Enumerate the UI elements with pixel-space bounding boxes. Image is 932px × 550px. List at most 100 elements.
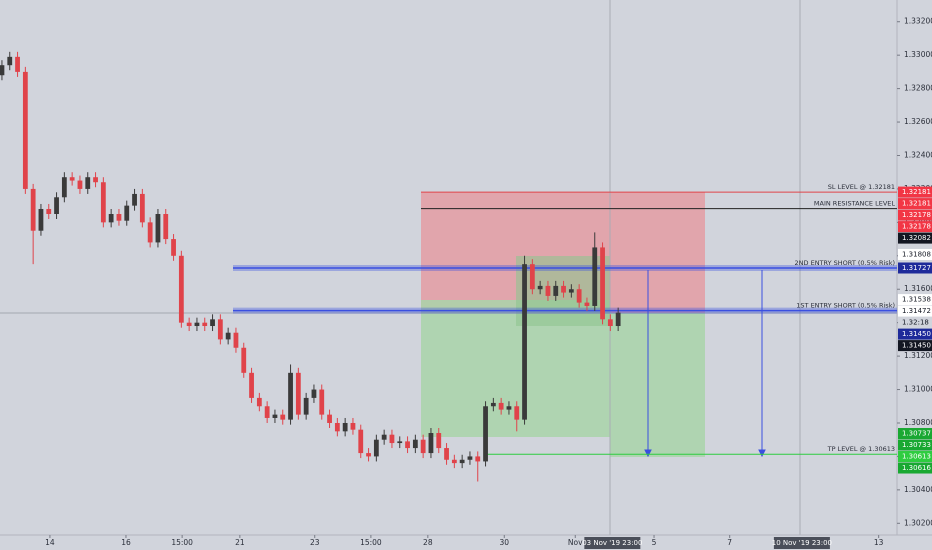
candle-body <box>241 347 247 373</box>
candle-body <box>85 177 91 189</box>
candle-body <box>93 177 98 183</box>
arrows <box>644 270 766 458</box>
reward-zone <box>610 313 705 457</box>
candle-body <box>537 285 543 290</box>
price-tag <box>898 340 932 352</box>
candle-body <box>15 56 20 72</box>
candle-body <box>217 319 223 340</box>
level-label: TP LEVEL @ 1.30613 <box>827 445 895 453</box>
price-tag <box>898 451 932 463</box>
candle-body <box>436 433 442 449</box>
candle-body <box>46 208 52 214</box>
crosshair-time-label: 10 Nov '19 23:00 <box>772 539 832 547</box>
candle-body <box>428 433 434 454</box>
candle-body <box>467 456 473 460</box>
x-tick-label: 15:00 <box>360 538 382 547</box>
candle-body <box>529 264 535 290</box>
candle-body <box>108 214 114 223</box>
x-tick-label: 5 <box>652 538 657 547</box>
price-tag-label: 1.31472 <box>902 307 931 315</box>
x-tick-label: 13 <box>874 538 884 547</box>
candle-body <box>30 188 36 231</box>
x-tick-label: 21 <box>235 538 245 547</box>
candle-body <box>210 319 215 327</box>
candle-body <box>373 439 379 457</box>
y-tick-label: 1.32800 <box>904 84 932 93</box>
candle-body <box>615 312 621 327</box>
candle-body <box>116 214 122 221</box>
price-tag-label: 1.30616 <box>902 464 931 472</box>
candle-body <box>358 429 364 454</box>
crosshair-time-label: 03 Nov '19 23:00 <box>582 539 642 547</box>
candle-body <box>61 177 67 198</box>
y-tick-label: 1.33200 <box>904 17 932 26</box>
candle-body <box>592 247 598 306</box>
price-tag-label: 1.31450 <box>902 342 931 350</box>
candle-body <box>553 285 559 296</box>
candle-body <box>280 414 286 420</box>
price-tag <box>898 186 932 198</box>
y-tick-label: 1.32600 <box>904 117 932 126</box>
y-tick-label: 1.31600 <box>904 284 932 293</box>
y-tick-label: 1.30200 <box>904 518 932 527</box>
price-tag-label: 1.32178 <box>902 211 931 219</box>
candle-body <box>295 372 301 415</box>
x-tick-label: Nov <box>568 538 583 547</box>
candle-body <box>194 322 200 327</box>
price-tag-label: 1.32181 <box>902 188 931 196</box>
candle-body <box>397 441 403 444</box>
price-tag <box>898 439 932 451</box>
crosshair-time-box <box>773 537 830 549</box>
price-tag <box>898 305 932 317</box>
price-tag-label: 1.31727 <box>902 264 931 272</box>
price-tag <box>898 428 932 440</box>
candle-body <box>171 239 176 256</box>
level-label: MAIN RESISTANCE LEVEL <box>814 200 895 208</box>
price-tag-label: 1.30613 <box>902 453 931 461</box>
y-tick-label: 1.30400 <box>904 485 932 494</box>
arrow-head <box>644 449 652 458</box>
candle-body <box>420 439 426 454</box>
candle-body <box>600 247 605 320</box>
candle-body <box>54 197 59 214</box>
candle-body <box>607 319 613 327</box>
candle-body <box>576 289 582 303</box>
price-tag-label: 1.30733 <box>902 441 931 449</box>
candle-body <box>514 406 520 420</box>
candle-body <box>522 264 527 420</box>
candle-body <box>7 56 13 66</box>
candle-body <box>561 285 566 293</box>
candle-body <box>327 414 332 423</box>
arrow-head <box>758 449 766 458</box>
price-tag <box>898 221 932 233</box>
price-tag <box>898 328 932 340</box>
candle-body <box>381 434 387 440</box>
candle-body <box>256 397 262 407</box>
candle-body <box>545 285 551 296</box>
candle-body <box>350 422 356 430</box>
price-tag-label: 1.31808 <box>902 250 931 258</box>
candle-body <box>225 332 231 340</box>
candle-body <box>272 414 278 418</box>
candle-body <box>22 71 28 189</box>
price-tag <box>898 209 932 221</box>
price-tag <box>898 317 932 329</box>
candle-body <box>405 441 410 449</box>
y-tick-label: 1.30800 <box>904 418 932 427</box>
candle-body <box>163 214 169 240</box>
candle-body <box>69 177 75 181</box>
candle-body <box>568 289 574 293</box>
price-tag <box>898 462 932 474</box>
candle-body <box>124 205 130 221</box>
candle-body <box>498 402 504 410</box>
candle-body <box>342 422 348 432</box>
candle-body <box>147 222 153 243</box>
price-tag-label: 1.31450 <box>902 330 931 338</box>
candle-body <box>100 182 106 223</box>
x-tick-label: 14 <box>45 538 55 547</box>
price-tag <box>898 248 932 260</box>
level-label: SL LEVEL @ 1.32181 <box>828 183 895 191</box>
price-tag-label: 1.31538 <box>902 296 931 304</box>
y-tick-label: 1.31000 <box>904 385 932 394</box>
